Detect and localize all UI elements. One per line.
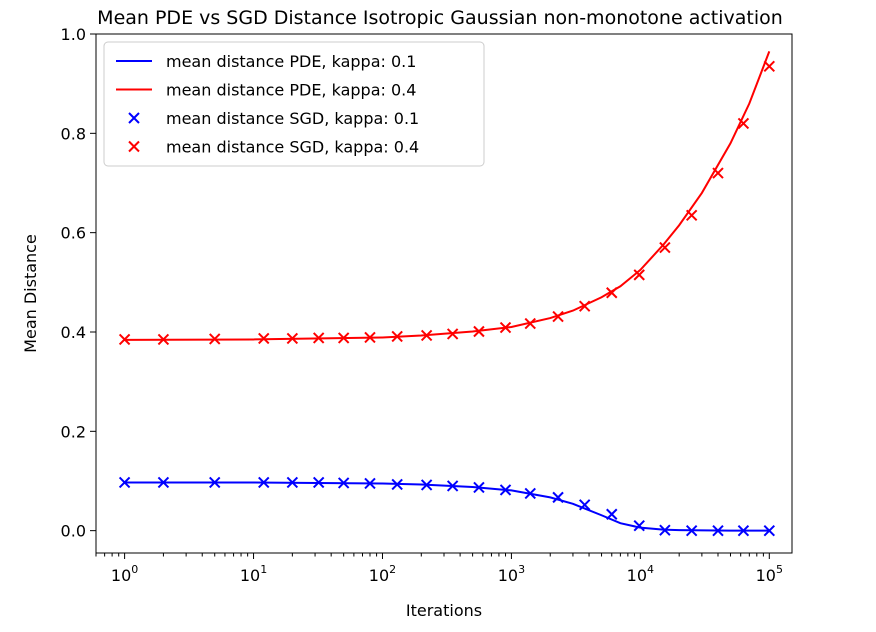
series-3 — [118, 476, 776, 537]
data-point — [118, 476, 131, 489]
data-point — [473, 481, 485, 494]
x-tick-label: 104 — [627, 563, 654, 585]
series-4 — [118, 60, 776, 346]
data-point — [685, 209, 698, 221]
y-tick-label: 0.4 — [61, 323, 86, 342]
data-point — [578, 499, 591, 511]
legend-item: mean distance PDE, kappa: 0.4 — [116, 81, 416, 100]
legend: mean distance PDE, kappa: 0.1 mean distan… — [103, 41, 485, 167]
data-point — [712, 167, 724, 179]
chart-title: Mean PDE vs SGD Distance Isotropic Gauss… — [97, 7, 783, 29]
data-point — [659, 524, 671, 536]
y-axis-label: Mean Distance — [21, 234, 40, 353]
data-point — [286, 332, 299, 345]
data-point — [420, 479, 433, 491]
series-line — [124, 481, 770, 532]
legend-item: mean distance SGD, kappa: 0.1 — [128, 109, 419, 128]
data-point — [606, 508, 618, 520]
legend-label: mean distance PDE, kappa: 0.1 — [166, 52, 416, 71]
data-point — [420, 329, 433, 342]
data-point — [578, 300, 591, 312]
legend-marker-swatch — [128, 112, 140, 124]
y-tick-label: 0.0 — [61, 522, 86, 541]
data-point — [118, 333, 131, 346]
legend-label: mean distance SGD, kappa: 0.4 — [166, 138, 419, 157]
data-point — [552, 491, 564, 504]
data-point — [209, 476, 221, 489]
y-tick-label: 1.0 — [61, 25, 86, 44]
series-2 — [124, 51, 771, 341]
legend-item: mean distance SGD, kappa: 0.4 — [128, 138, 419, 157]
data-point — [391, 478, 403, 491]
data-point — [157, 333, 170, 346]
data-point — [737, 524, 750, 537]
x-tick-label: 105 — [756, 563, 783, 585]
data-point — [364, 331, 376, 344]
y-tick-label: 0.6 — [61, 224, 86, 243]
axis-ticks: 100 101 102 103 104 105 0.0 0.2 0.4 0.6 0.8 1.0 — [61, 25, 783, 585]
data-point — [606, 287, 618, 299]
data-point — [286, 476, 299, 489]
data-point — [659, 241, 671, 254]
data-point — [524, 317, 536, 330]
data-point — [157, 476, 170, 489]
legend-item: mean distance PDE, kappa: 0.1 — [116, 52, 416, 71]
data-point — [763, 524, 776, 537]
x-tick-label: 100 — [111, 563, 138, 585]
data-point — [552, 310, 564, 323]
x-axis-label: Iterations — [406, 601, 482, 620]
data-point — [737, 117, 750, 130]
series-line — [124, 51, 771, 341]
data-point — [337, 477, 350, 489]
data-point — [446, 328, 459, 340]
data-point — [473, 325, 485, 338]
data-point — [209, 333, 221, 345]
data-point — [712, 524, 724, 537]
y-tick-label: 0.2 — [61, 422, 86, 441]
y-tick-label: 0.8 — [61, 124, 86, 143]
data-point — [499, 321, 512, 334]
data-point — [258, 476, 270, 489]
data-point — [633, 519, 645, 532]
data-point — [633, 269, 645, 281]
data-point — [312, 476, 325, 489]
x-tick-label: 101 — [240, 563, 267, 585]
data-point — [391, 330, 403, 343]
data-point — [446, 480, 459, 492]
data-point — [499, 484, 512, 496]
legend-box — [103, 41, 485, 167]
x-tick-label: 102 — [369, 563, 396, 585]
x-tick-label: 103 — [498, 563, 525, 585]
series-1 — [124, 481, 770, 532]
data-point — [312, 332, 325, 344]
data-point — [524, 487, 536, 500]
legend-label: mean distance PDE, kappa: 0.4 — [166, 81, 416, 100]
data-point — [763, 60, 776, 72]
legend-marker-swatch — [128, 140, 140, 153]
data-point — [258, 332, 270, 345]
data-point — [337, 332, 350, 344]
data-point — [685, 524, 698, 537]
plot-area — [118, 51, 776, 537]
legend-label: mean distance SGD, kappa: 0.1 — [166, 109, 419, 128]
data-point — [364, 477, 376, 490]
